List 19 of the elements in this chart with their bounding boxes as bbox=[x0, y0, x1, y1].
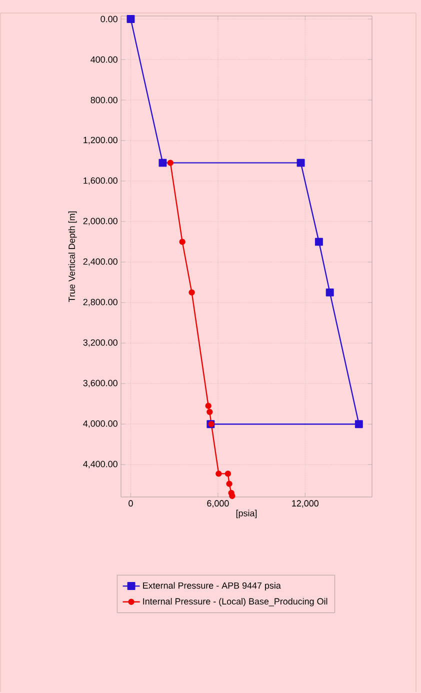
legend-label: External Pressure - APB 9447 psia bbox=[143, 582, 281, 590]
x-tick-label: 0 bbox=[128, 500, 133, 507]
y-tick-label: 0.00 bbox=[100, 16, 118, 22]
y-tick-label: 4,000.00 bbox=[83, 420, 118, 428]
y-tick-label: 3,200.00 bbox=[83, 339, 118, 347]
y-tick-label: 800.00 bbox=[90, 96, 118, 104]
y-tick-label: 4,400.00 bbox=[83, 460, 118, 468]
y-tick-label: 1,600.00 bbox=[84, 177, 118, 185]
legend-label: Internal Pressure - (Local) Base_Producing Oil bbox=[143, 598, 328, 606]
y-tick-label: 400.00 bbox=[90, 56, 118, 63]
y-tick-label: 3,600.00 bbox=[83, 380, 118, 388]
y-tick-label: 2,800.00 bbox=[83, 298, 118, 306]
y-axis-title: True Vertical Depth [m] bbox=[68, 211, 77, 302]
x-tick-label: 12,000 bbox=[292, 500, 319, 508]
y-tick-label: 2,400.00 bbox=[83, 258, 118, 266]
y-tick-label: 2,000.00 bbox=[83, 218, 118, 226]
x-axis-title: [psia] bbox=[236, 510, 257, 518]
y-tick-label: 1,200.00 bbox=[84, 136, 118, 144]
x-tick-label: 6,000 bbox=[207, 500, 229, 508]
